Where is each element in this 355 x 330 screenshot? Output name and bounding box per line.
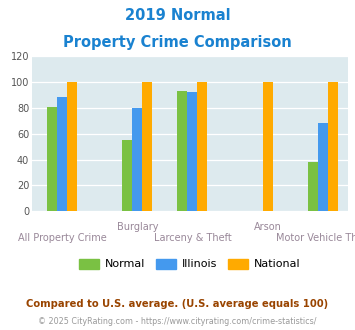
Text: Burglary: Burglary	[116, 222, 158, 232]
Bar	[47, 107, 57, 211]
Text: Larceny & Theft: Larceny & Theft	[154, 233, 231, 243]
Bar	[142, 82, 152, 211]
Text: © 2025 CityRating.com - https://www.cityrating.com/crime-statistics/: © 2025 CityRating.com - https://www.city…	[38, 317, 317, 326]
Text: Property Crime Comparison: Property Crime Comparison	[63, 35, 292, 50]
Bar	[197, 82, 207, 211]
Text: 2019 Normal: 2019 Normal	[125, 8, 230, 23]
Text: Motor Vehicle Theft: Motor Vehicle Theft	[275, 233, 355, 243]
Bar	[67, 82, 77, 211]
Legend: Normal, Illinois, National: Normal, Illinois, National	[75, 254, 305, 274]
Bar	[132, 108, 142, 211]
Text: Arson: Arson	[254, 222, 282, 232]
Bar	[57, 97, 67, 211]
Bar	[263, 82, 273, 211]
Bar	[328, 82, 338, 211]
Text: Compared to U.S. average. (U.S. average equals 100): Compared to U.S. average. (U.S. average …	[26, 299, 329, 309]
Bar	[318, 123, 328, 211]
Bar	[187, 92, 197, 211]
Text: All Property Crime: All Property Crime	[18, 233, 106, 243]
Bar	[178, 91, 187, 211]
Bar	[308, 162, 318, 211]
Bar	[122, 140, 132, 211]
